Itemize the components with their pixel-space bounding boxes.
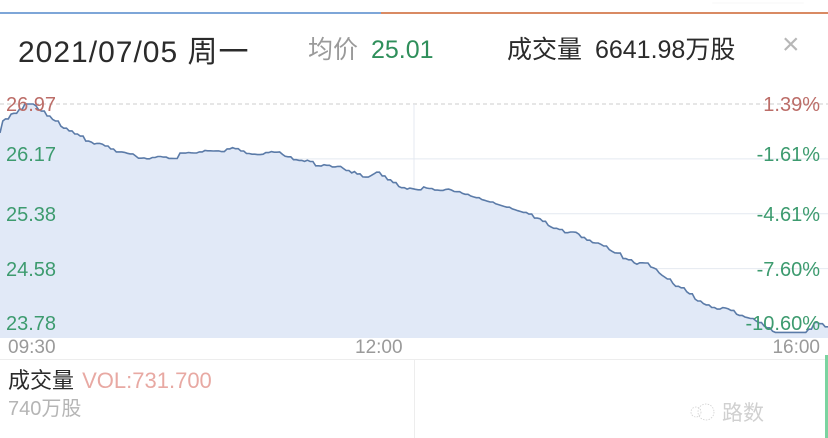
svg-text:路数: 路数 — [722, 402, 764, 425]
